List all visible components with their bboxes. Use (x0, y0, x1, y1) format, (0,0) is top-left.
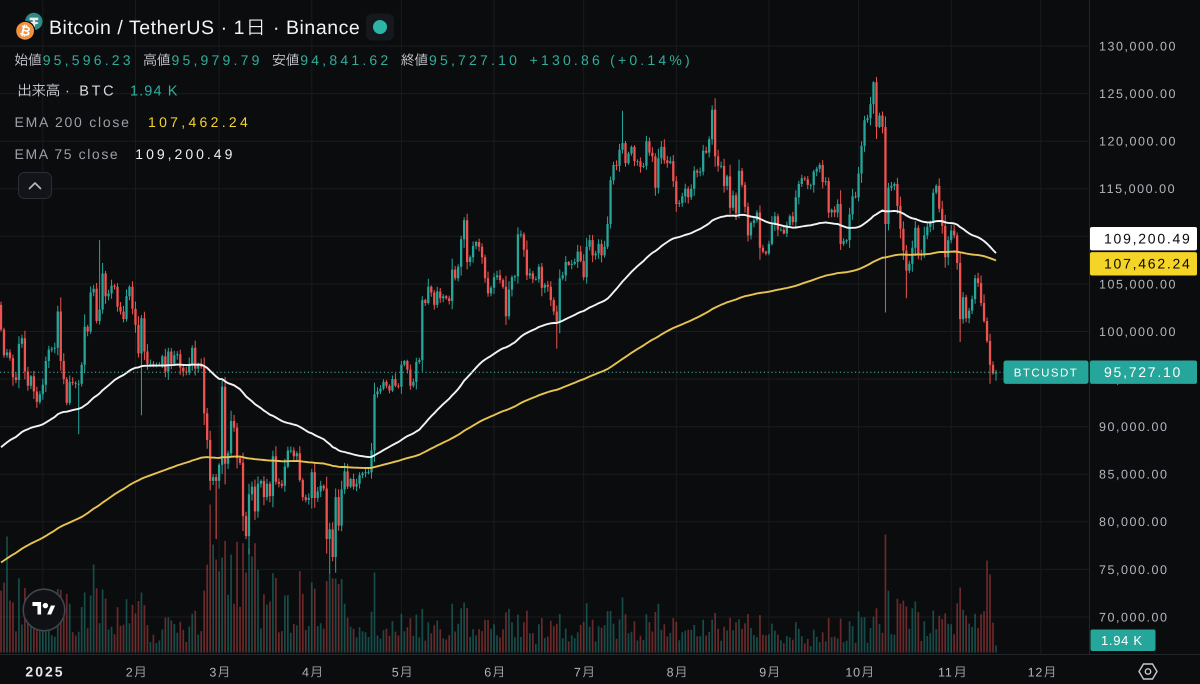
svg-text:+130.86 (+0.14%): +130.86 (+0.14%) (530, 52, 693, 68)
svg-text:· Binance: · Binance (267, 17, 360, 39)
svg-text:120,000.00: 120,000.00 (1099, 135, 1177, 149)
svg-text:2025: 2025 (25, 664, 64, 680)
svg-text:95,979.79: 95,979.79 (172, 52, 263, 68)
svg-text:90,000.00: 90,000.00 (1099, 420, 1169, 434)
svg-text:125,000.00: 125,000.00 (1099, 87, 1177, 101)
svg-text:3: 3 (209, 666, 217, 680)
svg-text:5: 5 (392, 666, 400, 680)
svg-text:107,462.24: 107,462.24 (148, 114, 251, 130)
svg-text:94,841.62: 94,841.62 (300, 52, 391, 68)
svg-text:95,727.10: 95,727.10 (429, 52, 520, 68)
svg-text:₿: ₿ (18, 22, 32, 39)
svg-text:95,727.10: 95,727.10 (1104, 364, 1182, 380)
svg-text:· BTC: · BTC (65, 83, 116, 99)
svg-text:11: 11 (938, 666, 953, 680)
svg-text:1.94 K: 1.94 K (1101, 633, 1143, 648)
svg-text:9: 9 (759, 666, 767, 680)
svg-text:2: 2 (126, 666, 134, 680)
svg-text:70,000.00: 70,000.00 (1099, 610, 1169, 624)
svg-text:EMA 75 close: EMA 75 close (15, 146, 120, 162)
svg-text:7: 7 (574, 666, 582, 680)
svg-text:100,000.00: 100,000.00 (1099, 325, 1177, 339)
svg-text:85,000.00: 85,000.00 (1099, 468, 1169, 482)
svg-text:10: 10 (845, 666, 861, 680)
svg-text:Bitcoin / TetherUS · 1: Bitcoin / TetherUS · 1 (49, 17, 245, 39)
svg-text:BTCUSDT: BTCUSDT (1014, 367, 1078, 379)
svg-text:105,000.00: 105,000.00 (1099, 277, 1177, 291)
svg-text:1.94 K: 1.94 K (130, 83, 179, 99)
svg-text:6: 6 (484, 666, 492, 680)
svg-text:75,000.00: 75,000.00 (1099, 563, 1169, 577)
svg-text:115,000.00: 115,000.00 (1099, 182, 1176, 196)
svg-text:4: 4 (302, 666, 310, 680)
svg-text:109,200.49: 109,200.49 (135, 146, 235, 162)
svg-text:109,200.49: 109,200.49 (1104, 231, 1192, 247)
svg-text:12: 12 (1028, 666, 1044, 680)
svg-text:107,462.24: 107,462.24 (1104, 256, 1192, 272)
svg-text:95,596.23: 95,596.23 (43, 52, 134, 68)
svg-text:8: 8 (667, 666, 675, 680)
svg-text:130,000.00: 130,000.00 (1099, 39, 1177, 53)
svg-text:80,000.00: 80,000.00 (1099, 515, 1169, 529)
svg-text:EMA 200 close: EMA 200 close (15, 114, 131, 130)
